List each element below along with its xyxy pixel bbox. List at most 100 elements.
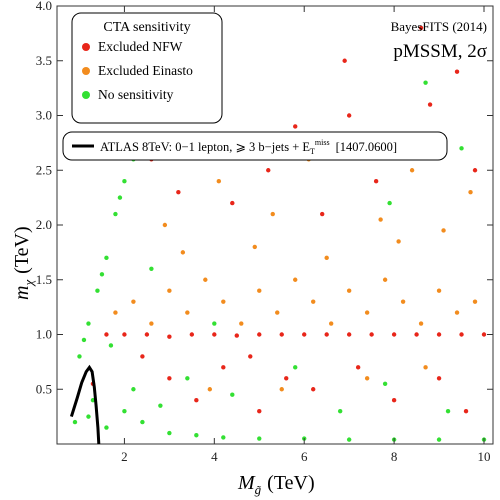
point-excluded-einasto — [468, 189, 473, 195]
point-excluded-nfw — [369, 332, 374, 337]
point-excluded-einasto — [364, 310, 370, 315]
point-no-sensitivity — [81, 337, 87, 343]
point-no-sensitivity — [117, 195, 123, 200]
legend-label: Excluded NFW — [98, 39, 183, 54]
y-tick-label: 3.0 — [36, 108, 52, 123]
point-no-sensitivity — [445, 408, 451, 414]
point-no-sensitivity — [459, 146, 464, 151]
point-excluded-nfw — [459, 332, 464, 337]
point-no-sensitivity — [86, 414, 91, 419]
point-no-sensitivity — [95, 288, 100, 293]
point-excluded-nfw — [140, 354, 145, 359]
point-excluded-nfw — [221, 365, 226, 370]
y-axis-label: mχ (TeV) — [11, 226, 36, 300]
point-excluded-einasto — [400, 299, 406, 304]
point-excluded-nfw — [472, 168, 478, 173]
point-no-sensitivity — [86, 321, 91, 326]
point-excluded-einasto — [167, 288, 172, 293]
x-axis-label: Mg̃ (TeV) — [237, 472, 315, 497]
point-excluded-nfw — [248, 354, 253, 359]
model-annotation: pMSSM, 2σ — [393, 41, 487, 62]
point-excluded-einasto — [396, 239, 401, 244]
point-excluded-nfw — [167, 376, 172, 381]
point-excluded-nfw — [234, 333, 239, 338]
legend-title: CTA sensitivity — [103, 20, 190, 35]
x-tick-label: 6 — [301, 449, 308, 464]
point-excluded-einasto — [149, 321, 154, 326]
point-excluded-einasto — [423, 365, 428, 370]
point-excluded-einasto — [270, 211, 275, 217]
y-axis-symbol: m — [11, 286, 33, 300]
point-excluded-einasto — [364, 376, 370, 381]
point-excluded-einasto — [454, 310, 460, 315]
point-no-sensitivity — [185, 376, 190, 381]
y-tick-label: 1.5 — [36, 272, 52, 287]
point-excluded-einasto — [346, 288, 352, 293]
point-excluded-einasto — [441, 228, 446, 233]
point-excluded-nfw — [418, 25, 424, 31]
point-no-sensitivity — [131, 387, 136, 392]
point-no-sensitivity — [337, 408, 343, 414]
legend-entries: Excluded NFW Excluded Einasto No sensitivi… — [82, 39, 193, 102]
point-excluded-einasto — [324, 255, 329, 261]
point-excluded-einasto — [328, 321, 334, 326]
x-axis-symbol: M — [237, 472, 256, 494]
point-excluded-nfw — [391, 332, 397, 337]
point-no-sensitivity — [108, 343, 114, 348]
legend-box — [71, 12, 223, 124]
point-excluded-nfw — [346, 113, 352, 118]
point-excluded-einasto — [185, 310, 190, 315]
point-excluded-nfw — [319, 211, 325, 217]
point-excluded-nfw — [194, 398, 199, 403]
point-excluded-nfw — [167, 334, 172, 339]
atlas-exclusion-curve — [69, 364, 101, 445]
point-excluded-einasto — [203, 277, 208, 282]
point-excluded-nfw — [346, 332, 352, 337]
point-excluded-nfw — [293, 124, 298, 129]
point-excluded-nfw — [266, 168, 271, 173]
point-no-sensitivity — [436, 437, 442, 442]
curve-legend-box — [62, 131, 448, 161]
curve-legend-sub: T — [310, 147, 315, 156]
point-excluded-nfw — [122, 332, 127, 337]
point-excluded-einasto — [279, 387, 284, 392]
point-excluded-nfw — [355, 365, 361, 370]
y-tick-label: 2.0 — [36, 217, 52, 232]
point-excluded-einasto — [252, 244, 257, 250]
point-excluded-nfw — [144, 332, 150, 337]
x-axis-unit: (TeV) — [267, 472, 314, 494]
x-tick-label: 10 — [478, 449, 491, 464]
point-excluded-nfw — [284, 376, 289, 381]
x-tick-label: 2 — [121, 449, 128, 464]
point-no-sensitivity — [113, 211, 118, 217]
point-no-sensitivity — [122, 179, 127, 184]
curve-legend-label: ATLAS 8TeV: 0−1 lepton, ⩾ 3 b−jets + ETm… — [100, 138, 397, 156]
point-excluded-nfw — [342, 58, 347, 63]
point-excluded-nfw — [104, 332, 109, 337]
point-excluded-nfw — [324, 332, 329, 337]
point-excluded-einasto — [436, 288, 442, 293]
point-excluded-einasto — [409, 168, 415, 173]
legend-marker — [82, 67, 90, 75]
point-no-sensitivity — [212, 321, 217, 326]
point-no-sensitivity — [122, 408, 127, 414]
point-no-sensitivity — [72, 419, 78, 425]
point-excluded-nfw — [230, 200, 235, 206]
point-no-sensitivity — [149, 266, 154, 271]
point-excluded-einasto — [472, 299, 478, 304]
point-excluded-nfw — [436, 376, 442, 381]
point-excluded-nfw — [212, 332, 217, 337]
point-no-sensitivity — [221, 435, 226, 440]
point-excluded-einasto — [113, 310, 118, 315]
point-excluded-nfw — [427, 102, 433, 107]
point-excluded-nfw — [391, 398, 397, 403]
point-no-sensitivity — [293, 365, 298, 370]
point-excluded-einasto — [216, 179, 222, 184]
y-tick-label: 0.5 — [36, 381, 52, 396]
point-no-sensitivity — [257, 436, 262, 441]
legend-label: Excluded Einasto — [98, 63, 193, 78]
point-excluded-einasto — [418, 321, 424, 326]
point-no-sensitivity — [230, 392, 235, 397]
point-excluded-einasto — [382, 277, 388, 282]
